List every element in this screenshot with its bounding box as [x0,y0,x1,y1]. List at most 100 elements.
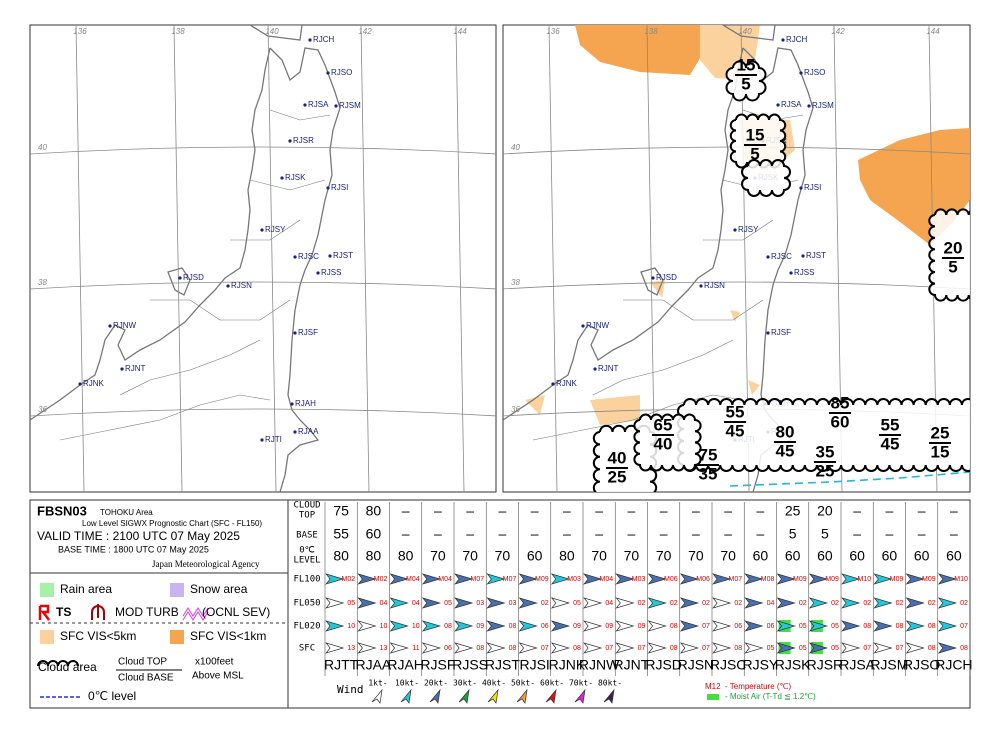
wind-arrow [647,642,667,654]
cloud-top: 15 [746,125,765,144]
cell-value: 70 [656,548,672,564]
temperature: 06 [734,623,742,630]
station-name: RJAA [355,657,391,673]
station-name: RJSN [678,657,715,673]
legend-label: Snow area [190,582,248,596]
station-label: RJNK [556,379,578,388]
meridian [267,25,277,492]
base-time: BASE TIME : 1800 UTC 07 May 2025 [58,544,209,554]
temperature: 02 [670,600,678,607]
longitude-label: 144 [926,27,940,36]
legend: Rain area Snow area TS MOD TURB (OCNL SE… [30,582,288,703]
temperature: 02 [928,600,936,607]
station-label: RJSN [704,281,725,290]
wind-arrow [389,620,409,632]
cell-value: 70 [720,548,736,564]
meridian [75,25,85,492]
wind-arrow [808,642,829,654]
wind-arrow [325,573,345,585]
station-name: RJSC [710,657,747,673]
turb-symbol [91,604,105,620]
temperature: 05 [767,645,775,652]
station-name: RJNT [613,657,649,673]
temperature: 04 [412,600,420,607]
chart-code: FBSN03 [37,503,87,518]
latitude-label: 40 [38,143,47,152]
wind-arrow [518,620,538,632]
longitude-label: 138 [171,27,185,36]
temperature: 13 [380,645,388,652]
temperature: M09 [535,576,549,583]
latitude-label: 36 [511,405,520,414]
snow-swatch [170,583,184,597]
parallel [30,146,496,155]
cell-value: 80 [398,548,414,564]
wind-arrow [841,642,861,654]
temperature: M03 [567,576,581,583]
wind-arrow [454,642,474,654]
cell-value: – [402,503,410,519]
temperature: 11 [412,645,419,652]
wind-arrow [357,642,377,654]
station-name: RJSD [645,657,682,673]
wind-arrow [776,597,796,609]
station-label: RJAH [295,399,316,408]
wind-speed: 30kt- [453,679,477,688]
temperature: M02 [374,576,388,583]
wind-speed: 50kt- [511,679,535,688]
station-label: RJSO [331,68,352,77]
temperature: M07 [503,576,517,583]
cloud-base: 45 [881,434,900,453]
wind-arrow [421,620,442,632]
wind-arrow [486,642,506,654]
wind-arrow [486,597,506,609]
cloud-top: 20 [944,238,963,257]
cell-value: 60 [527,548,543,564]
station-label: RJNT [598,364,619,373]
cell-value: – [466,526,474,542]
station-name: RJSA [839,657,875,673]
temperature: 08 [444,623,452,630]
wind-arrow [937,597,958,609]
wind-arrow [583,573,603,585]
cell-value: – [918,503,926,519]
wind-arrow [712,642,732,654]
row-label: SFC [299,644,315,654]
wind-arrow [905,573,925,585]
wind-arrow [647,620,667,632]
station-label: RJSK [285,173,306,182]
cloud-top: 85 [831,393,850,412]
temperature: M10 [954,576,968,583]
station-label: RJSY [265,225,286,234]
temperature: 07 [541,645,549,652]
wind-arrow [325,597,345,609]
station-label: RJNW [586,321,610,330]
station-label: RJCH [786,35,808,44]
wind-arrow [744,642,764,654]
station-dot [308,38,312,42]
station-label: RJSF [298,328,318,337]
temperature: 13 [347,645,355,652]
row-label: 0℃ [299,546,315,556]
cell-value: 60 [882,548,898,564]
station-label: RJSD [656,273,677,282]
temperature: 02 [896,600,904,607]
latitude-label: 38 [38,278,47,287]
temperature: 02 [863,600,871,607]
wind-arrow [647,597,667,609]
meridian [548,25,558,492]
wind-arrow [808,620,829,632]
temperature: 07 [702,623,710,630]
temperature: M09 [793,576,807,583]
row-label: FL050 [293,599,320,609]
temperature: M07 [471,576,485,583]
cell-value: – [756,526,764,542]
station-dot [280,176,284,180]
legend-label: (OCNL SEV) [202,605,270,619]
wind-arrow [905,620,925,632]
wind-arrow [550,642,571,654]
cloud-area [677,397,970,473]
station-dot [226,284,230,288]
wind-arrow [712,573,732,585]
